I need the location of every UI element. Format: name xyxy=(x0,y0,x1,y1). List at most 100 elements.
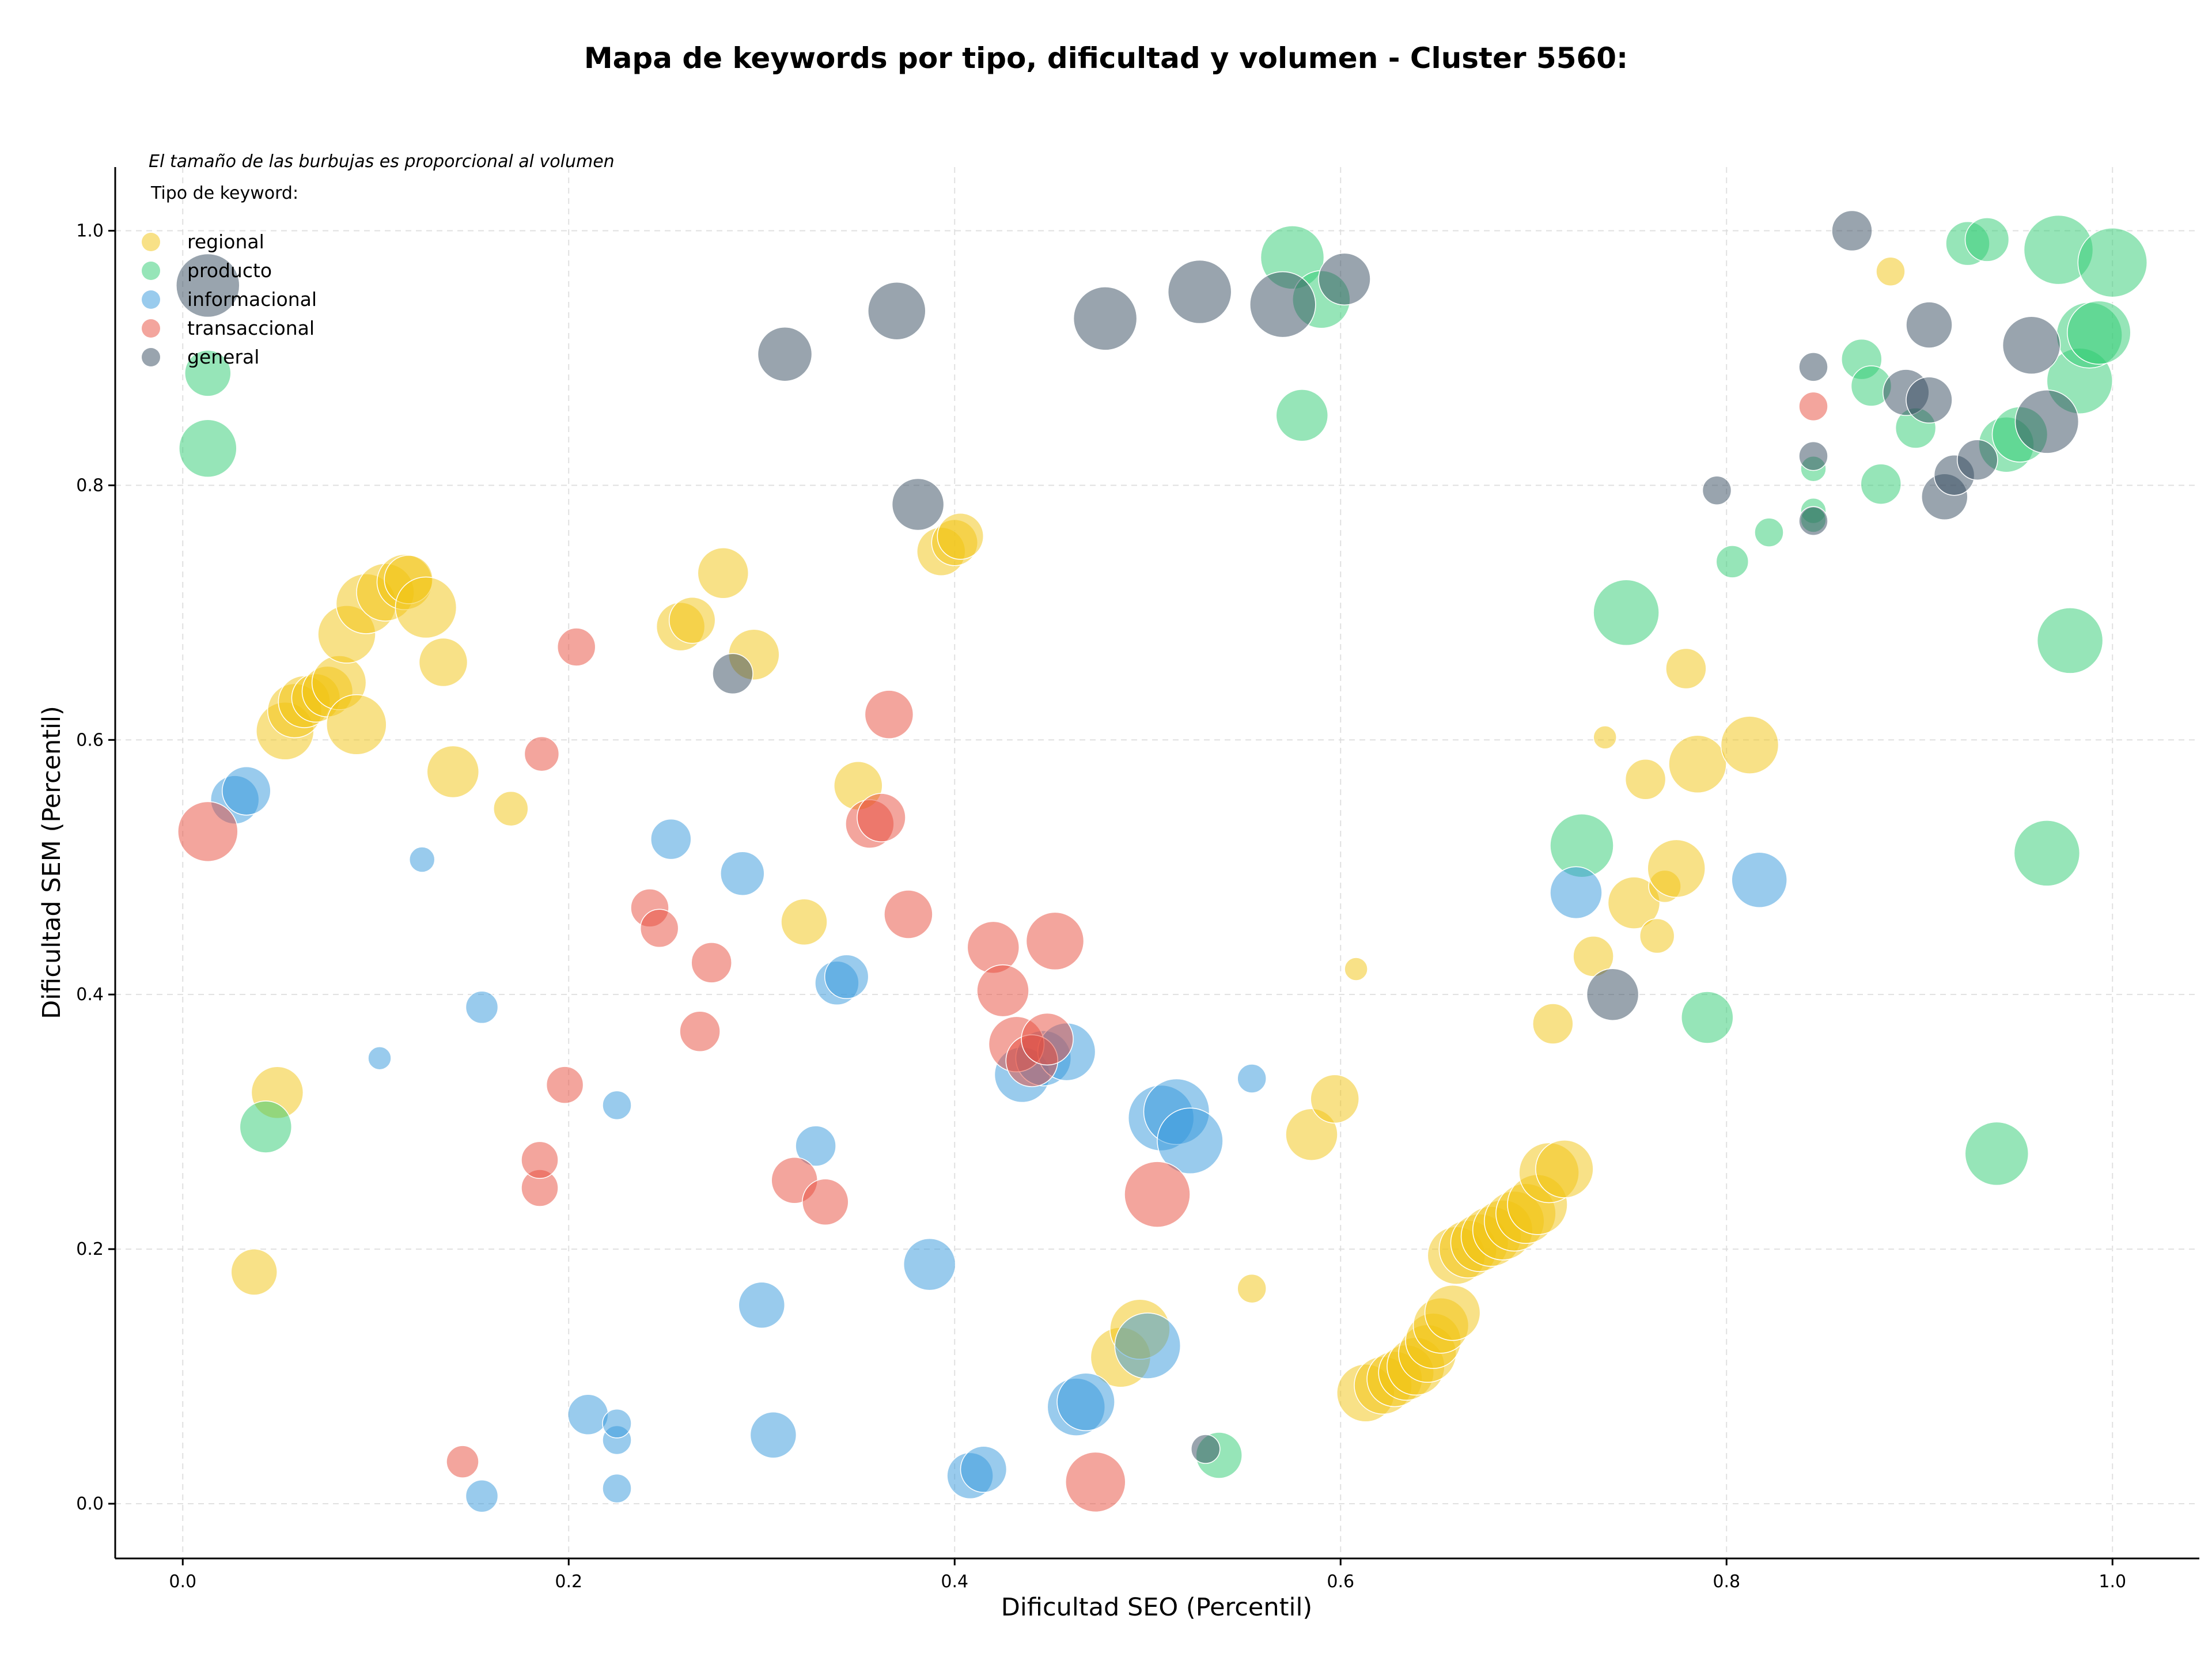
x-tick-label: 0.4 xyxy=(941,1572,968,1592)
general-bubble xyxy=(1957,439,1998,480)
informacional-bubble xyxy=(602,1473,632,1504)
general-bubble xyxy=(712,653,753,695)
regional-bubble xyxy=(1639,918,1675,954)
informacional-bubble xyxy=(1731,852,1787,909)
general-bubble xyxy=(1798,506,1828,536)
legend-marker-regional xyxy=(142,233,160,251)
informacional-bubble xyxy=(368,1046,392,1070)
regional-bubble xyxy=(1285,1108,1338,1161)
transaccional-bubble xyxy=(521,1141,559,1179)
producto-bubble xyxy=(1964,1121,2029,1186)
general-bubble xyxy=(868,281,926,340)
transaccional-bubble xyxy=(546,1066,584,1104)
y-axis-label: Dificultad SEM (Percentil) xyxy=(37,706,66,1019)
producto-bubble xyxy=(1593,579,1660,646)
size-annotation: El tamaño de las burbujas es proporciona… xyxy=(149,152,615,172)
legend-marker-informacional xyxy=(142,290,160,309)
producto-bubble xyxy=(184,350,232,397)
x-tick-label: 1.0 xyxy=(2099,1572,2126,1592)
regional-bubble xyxy=(493,790,529,827)
informacional-bubble xyxy=(720,851,765,896)
legend: Tipo de keyword: regional producto informa… xyxy=(142,183,317,368)
y-tick-label: 0.6 xyxy=(76,730,104,750)
transaccional-bubble xyxy=(446,1445,479,1478)
general-bubble xyxy=(1702,475,1732,505)
y-tick-label: 0.2 xyxy=(76,1239,104,1259)
series-transaccional xyxy=(177,391,1828,1513)
regional-bubble xyxy=(418,637,468,687)
informacional-bubble xyxy=(903,1238,956,1291)
regional-bubble xyxy=(1532,1003,1574,1045)
transaccional-bubble xyxy=(864,690,914,739)
general-bubble xyxy=(1798,352,1828,382)
producto-bubble xyxy=(1964,217,2010,262)
transaccional-bubble xyxy=(884,890,933,939)
informacional-bubble xyxy=(465,1479,499,1513)
transaccional-bubble xyxy=(967,921,1020,974)
informacional-bubble xyxy=(1056,1372,1115,1431)
legend-label-transaccional: transaccional xyxy=(187,317,315,339)
general-bubble xyxy=(1798,441,1828,471)
producto-bubble xyxy=(239,1100,293,1153)
producto-bubble xyxy=(2013,820,2081,887)
regional-bubble xyxy=(426,745,480,799)
legend-marker-transaccional xyxy=(142,319,160,338)
regional-bubble xyxy=(1665,648,1707,690)
regional-bubble xyxy=(781,898,828,945)
x-tick-label: 0.8 xyxy=(1713,1572,1740,1592)
regional-bubble xyxy=(230,1248,278,1296)
regional-bubble xyxy=(1573,936,1614,977)
regional-bubble xyxy=(1310,1074,1359,1124)
legend-label-regional: regional xyxy=(187,230,264,253)
general-bubble xyxy=(1906,376,1953,424)
general-bubble xyxy=(1167,259,1232,324)
x-tick-label: 0.2 xyxy=(555,1572,582,1592)
legend-items: regional producto informacional transaccion… xyxy=(142,230,317,368)
informacional-bubble xyxy=(824,954,869,1000)
series-informacional xyxy=(210,766,1787,1513)
series-regional xyxy=(230,256,1906,1422)
regional-bubble xyxy=(1344,957,1368,981)
transaccional-bubble xyxy=(1065,1451,1126,1513)
transaccional-bubble xyxy=(857,793,906,842)
regional-bubble xyxy=(1647,839,1706,898)
transaccional-bubble xyxy=(802,1178,849,1226)
general-bubble xyxy=(1906,301,1953,349)
transaccional-bubble xyxy=(556,627,596,667)
informacional-bubble xyxy=(749,1411,797,1459)
chart-title: Mapa de keywords por tipo, dificultad y … xyxy=(584,41,1628,75)
informacional-bubble xyxy=(1114,1312,1181,1379)
y-tick-label: 1.0 xyxy=(76,221,104,241)
x-tick-label: 0.0 xyxy=(169,1572,196,1592)
general-bubble xyxy=(1073,286,1138,351)
transaccional-bubble xyxy=(639,909,679,948)
y-tick-label: 0.4 xyxy=(76,985,104,1005)
producto-bubble xyxy=(1860,463,1902,505)
informacional-bubble xyxy=(1157,1107,1224,1175)
x-axis-label: Dificultad SEO (Percentil) xyxy=(1001,1593,1312,1622)
y-tick-label: 0.0 xyxy=(76,1494,104,1514)
producto-bubble xyxy=(1681,991,1734,1044)
informacional-bubble xyxy=(408,846,435,873)
producto-bubble xyxy=(2036,607,2104,674)
general-bubble xyxy=(891,478,945,531)
informacional-bubble xyxy=(960,1446,1007,1493)
regional-bubble xyxy=(326,694,387,755)
producto-bubble xyxy=(1275,389,1329,442)
producto-bubble xyxy=(1754,517,1784,547)
legend-label-general: general xyxy=(187,346,259,368)
informacional-bubble xyxy=(602,1090,632,1121)
y-tick-label: 0.8 xyxy=(76,475,104,495)
transaccional-bubble xyxy=(679,1011,721,1053)
informacional-bubble xyxy=(465,990,499,1024)
informacional-bubble xyxy=(602,1409,632,1439)
series-producto xyxy=(179,214,2148,1479)
regional-bubble xyxy=(1720,716,1779,774)
transaccional-bubble xyxy=(691,942,732,983)
informacional-bubble xyxy=(222,766,271,816)
informacional-bubble xyxy=(1550,866,1603,920)
x-tick-label: 0.6 xyxy=(1327,1572,1354,1592)
legend-label-producto: producto xyxy=(187,259,272,282)
legend-title: Tipo de keyword: xyxy=(150,183,298,203)
regional-bubble xyxy=(1593,725,1617,750)
